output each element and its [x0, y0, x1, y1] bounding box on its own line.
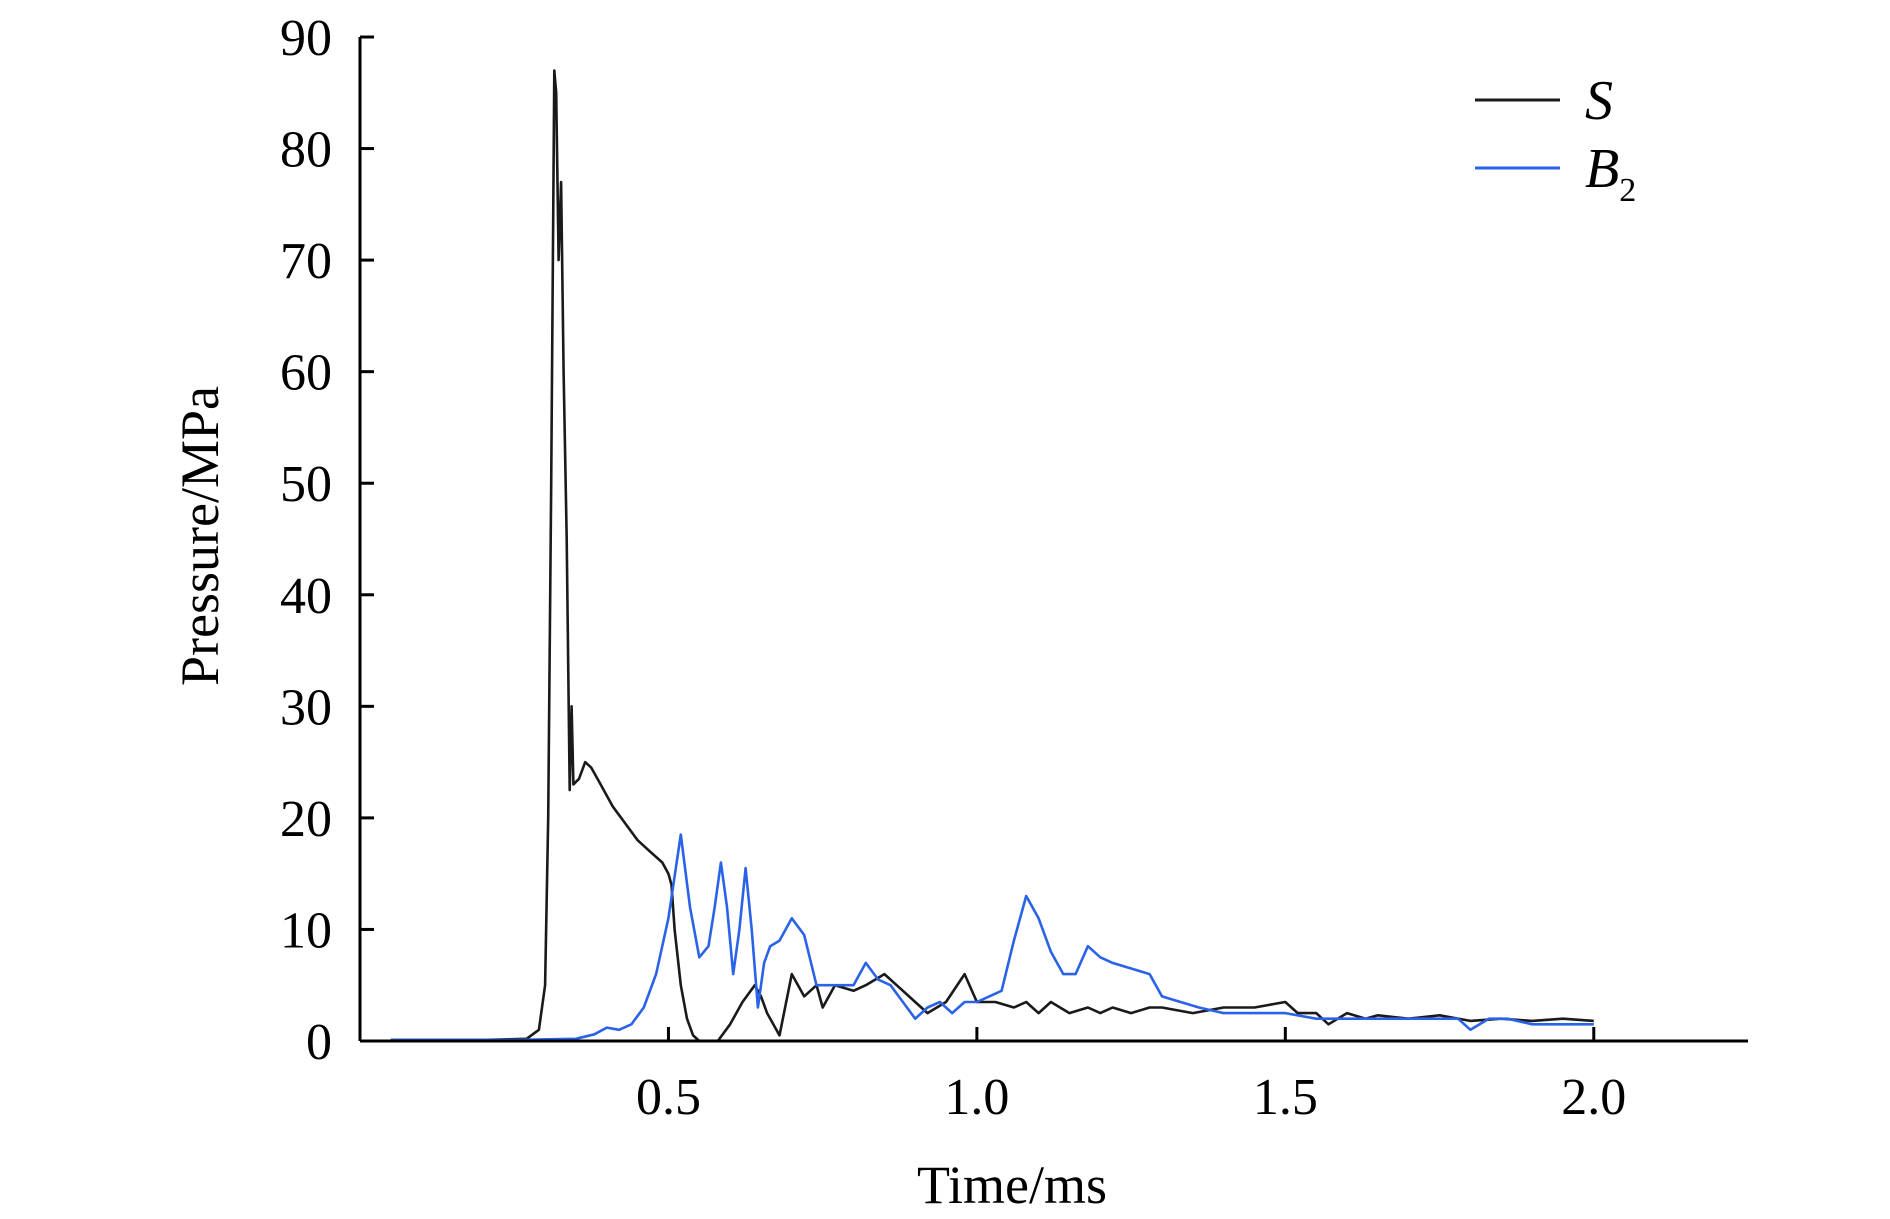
- y-tick-label: 50: [280, 456, 332, 513]
- y-tick-label: 40: [280, 568, 332, 625]
- y-axis-label: Pressure/MPa: [170, 386, 230, 686]
- legend-label-B2: B2: [1585, 138, 1636, 209]
- y-tick-label: 60: [280, 345, 332, 402]
- x-axis-label: Time/ms: [917, 1155, 1107, 1215]
- x-tick-label: 2.0: [1561, 1069, 1626, 1126]
- y-tick-label: 80: [280, 122, 332, 179]
- y-tick-label: 30: [280, 679, 332, 736]
- axes-layer: [358, 37, 1748, 1043]
- x-tick-label: 1.5: [1253, 1069, 1318, 1126]
- y-tick-label: 10: [280, 902, 332, 959]
- x-tick-label: 0.5: [636, 1069, 701, 1126]
- x-tick-label: 1.0: [944, 1069, 1009, 1126]
- x-axis-ticks: 0.5 1.0 1.5 2.0: [636, 1027, 1626, 1126]
- series-layer: [390, 69, 1594, 1043]
- y-tick-label: 90: [280, 10, 332, 67]
- series-line-S: [390, 69, 1594, 1043]
- y-tick-label: 20: [280, 791, 332, 848]
- legend-label-S: S: [1585, 70, 1613, 132]
- series-line-B2: [390, 833, 1594, 1042]
- y-tick-label: 0: [306, 1014, 332, 1071]
- y-tick-label: 70: [280, 233, 332, 290]
- y-axis-ticks: 0 10 20 30 40 50 60 70 80 90: [280, 10, 374, 1071]
- legend: SB2: [1475, 70, 1636, 209]
